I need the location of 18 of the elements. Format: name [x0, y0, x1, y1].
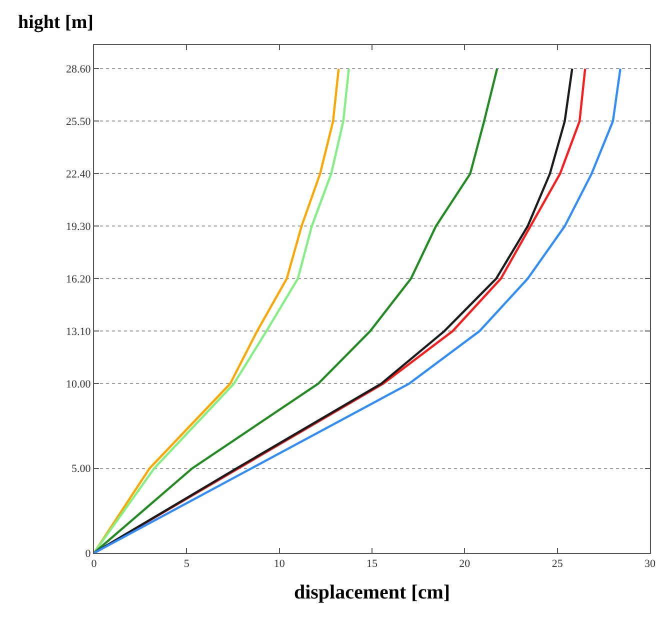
y-tick-label: 0 — [85, 548, 92, 560]
x-tick-label: 15 — [366, 558, 378, 570]
y-tick-label: 19.30 — [66, 221, 92, 234]
x-tick-label: 10 — [274, 558, 286, 570]
y-tick-label: 28.60 — [66, 64, 92, 76]
x-tick-label: 30 — [644, 558, 656, 570]
x-axis-title: displacement [cm] — [294, 582, 450, 604]
x-tick-label: 5 — [184, 558, 190, 570]
y-axis-title: hight [m] — [18, 12, 94, 33]
y-tick-label: 5.00 — [72, 463, 92, 476]
x-tick-label: 20 — [459, 558, 471, 570]
y-tick-label: 16.20 — [66, 274, 92, 286]
y-tick-label: 25.50 — [66, 116, 92, 128]
y-tick-label: 22.40 — [66, 168, 92, 181]
x-tick-label: 25 — [552, 558, 564, 570]
y-tick-label: 10.00 — [66, 378, 92, 391]
line-series — [94, 68, 498, 553]
y-tick-label: 13.10 — [66, 326, 92, 338]
